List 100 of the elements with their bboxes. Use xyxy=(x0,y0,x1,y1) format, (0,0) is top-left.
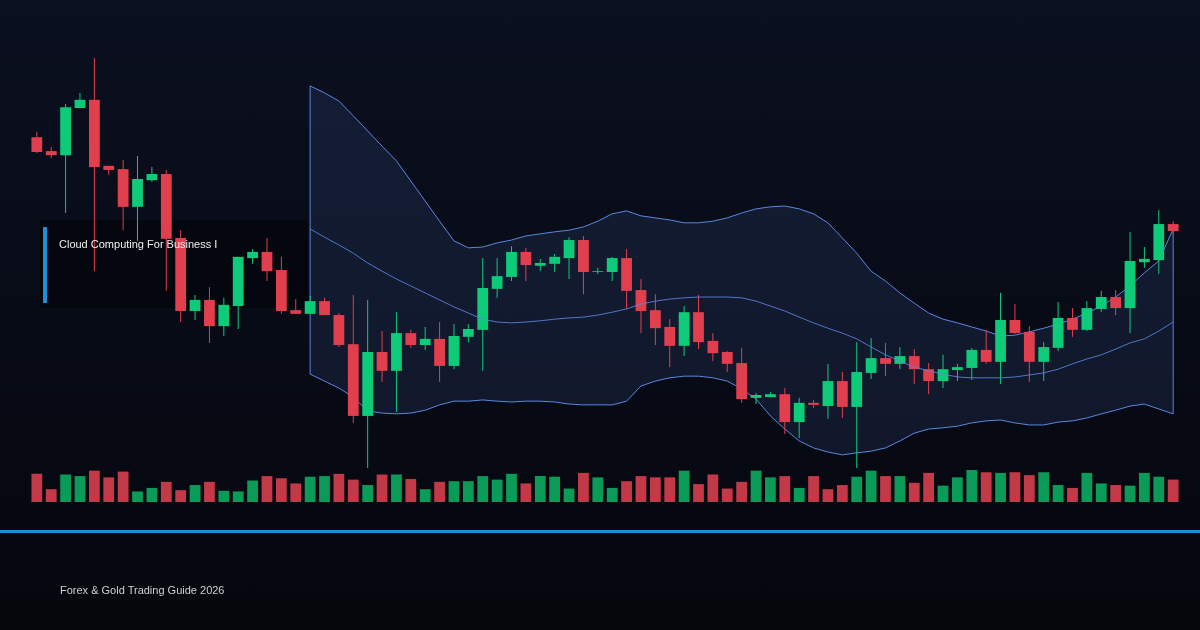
bar xyxy=(836,485,848,502)
bar xyxy=(175,490,187,502)
bar xyxy=(275,478,287,502)
candlestick xyxy=(1139,246,1150,269)
bar xyxy=(333,473,345,502)
bar xyxy=(477,476,489,502)
candlestick xyxy=(865,337,877,380)
bar xyxy=(635,476,647,502)
candlestick xyxy=(189,294,201,321)
candlestick xyxy=(31,131,43,154)
bar xyxy=(793,487,805,502)
candlestick xyxy=(1038,341,1050,382)
candlestick xyxy=(549,253,561,273)
candlestick xyxy=(304,295,316,315)
bar xyxy=(103,477,115,502)
bar xyxy=(506,473,517,502)
bar xyxy=(995,472,1006,502)
bar xyxy=(88,470,100,502)
bar xyxy=(765,477,776,502)
bar xyxy=(1067,487,1078,502)
bar xyxy=(31,473,43,502)
bar xyxy=(60,474,71,502)
bar xyxy=(218,490,230,502)
bar xyxy=(851,476,863,502)
candlestick xyxy=(74,92,86,109)
candlestick xyxy=(1081,300,1093,332)
candlestick xyxy=(606,256,618,282)
bar xyxy=(1023,475,1035,502)
bar xyxy=(563,488,575,502)
bar xyxy=(822,489,834,502)
bar xyxy=(247,480,258,502)
bar xyxy=(434,481,445,502)
candlestick xyxy=(419,326,431,351)
bar xyxy=(894,476,906,502)
candlestick xyxy=(491,257,503,299)
bar xyxy=(347,479,359,502)
bar xyxy=(1124,485,1136,502)
candlestick xyxy=(462,323,474,343)
bar xyxy=(304,476,316,502)
bar xyxy=(290,483,302,502)
candlestick xyxy=(649,293,661,346)
bar xyxy=(160,481,172,502)
candlestick xyxy=(520,247,532,282)
bar xyxy=(45,489,57,502)
candlestick xyxy=(664,318,676,368)
bar xyxy=(750,470,762,502)
bar xyxy=(1139,472,1150,502)
candlestick xyxy=(908,348,920,385)
bar xyxy=(405,478,417,502)
bar xyxy=(779,476,791,502)
bar xyxy=(534,476,546,502)
bar xyxy=(319,476,330,502)
bar xyxy=(721,488,733,502)
bar xyxy=(1167,479,1179,502)
bar xyxy=(649,477,661,502)
bar xyxy=(204,481,215,502)
bar xyxy=(117,471,129,502)
bar xyxy=(736,481,748,502)
bar xyxy=(448,481,460,502)
candlestick xyxy=(880,342,891,377)
bar xyxy=(980,472,992,502)
candlestick xyxy=(980,329,992,365)
candlestick xyxy=(1095,290,1107,313)
bar xyxy=(592,477,604,502)
candlestick xyxy=(405,329,417,349)
bar xyxy=(491,479,503,502)
bar xyxy=(1038,472,1050,502)
candlestick xyxy=(376,330,388,383)
bar xyxy=(1095,483,1107,502)
bar xyxy=(578,472,589,502)
bar xyxy=(693,484,704,502)
bar xyxy=(362,485,374,502)
candlestick xyxy=(1110,289,1122,316)
candlestick xyxy=(707,332,719,362)
bar xyxy=(1110,485,1122,502)
bar xyxy=(865,470,877,502)
bar xyxy=(908,482,920,502)
bar xyxy=(520,483,532,502)
candlestick xyxy=(1067,307,1078,338)
candlestick xyxy=(146,166,158,183)
bar xyxy=(966,470,978,502)
bar xyxy=(621,481,632,502)
bar xyxy=(1081,472,1093,502)
bar xyxy=(923,472,935,502)
bar xyxy=(1052,485,1064,502)
text: Forex & Gold Trading Guide 2026 xyxy=(60,584,225,596)
candlestick xyxy=(793,397,805,439)
bar xyxy=(549,476,561,502)
bar xyxy=(74,476,86,502)
bar xyxy=(132,491,143,502)
candlestick xyxy=(721,350,733,373)
bar xyxy=(232,491,244,502)
bar xyxy=(189,485,201,502)
candlestick xyxy=(750,392,762,405)
bar xyxy=(880,476,891,502)
bar xyxy=(606,487,618,502)
bar xyxy=(462,481,474,502)
bar xyxy=(664,477,676,502)
bar xyxy=(146,487,158,502)
candlestick xyxy=(261,237,273,282)
